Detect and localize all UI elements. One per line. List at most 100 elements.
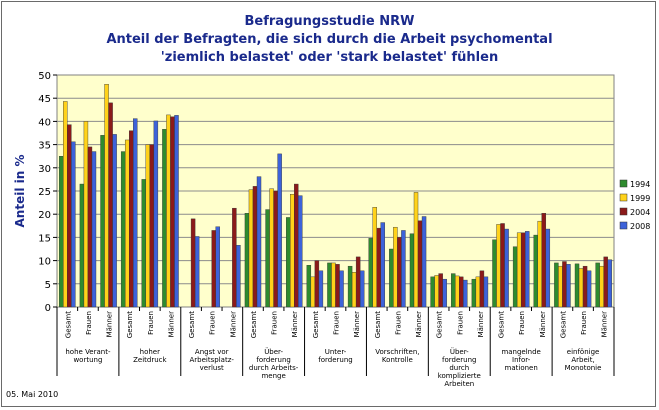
x-tick-label: Gesamt	[126, 311, 134, 338]
bar-2004	[190, 218, 196, 308]
group-label: Über-	[450, 347, 469, 356]
bar-1999	[413, 192, 419, 308]
bar-1999	[331, 262, 336, 308]
bar-2008	[236, 245, 241, 308]
y-tick-label: 20	[38, 210, 51, 221]
group-label: Angst vor	[195, 348, 229, 356]
bar-1999	[290, 194, 295, 308]
x-tick-label: Frauen	[580, 311, 588, 335]
bar-1999	[83, 121, 89, 308]
y-axis-label: Anteil in %	[13, 155, 27, 228]
group-label: forderung	[318, 356, 352, 364]
bar-2004	[67, 124, 72, 308]
bar-1994	[141, 179, 147, 308]
bar-1999	[393, 226, 398, 308]
bar-2008	[215, 226, 220, 308]
chart-title-line-3: 'ziemlich belastet' oder 'stark belastet…	[160, 50, 499, 65]
group-label: mangelnde	[501, 348, 540, 356]
bar-2004	[273, 190, 278, 308]
bar-1994	[100, 135, 105, 308]
x-tick-label: Männer	[291, 311, 299, 338]
bar-1994	[471, 278, 477, 308]
bar-2008	[174, 115, 179, 308]
bar-2004	[376, 227, 381, 308]
bar-1994	[430, 276, 435, 308]
bar-1994	[265, 209, 270, 308]
x-tick-label: Männer	[539, 311, 547, 338]
bar-2008	[442, 278, 447, 308]
group-label: verlust	[200, 364, 224, 372]
group-label: menge	[261, 372, 285, 380]
bar-1999	[63, 101, 68, 308]
bar-2004	[294, 183, 299, 308]
bar-2008	[256, 176, 262, 308]
group-label: mationen	[505, 364, 538, 372]
bar-1994	[389, 248, 394, 308]
group-label: hoher	[140, 348, 160, 356]
x-tick-label: Frauen	[333, 311, 341, 335]
group-label: Vorschriften,	[375, 348, 419, 356]
legend-label-1994: 1994	[630, 180, 650, 189]
bar-2008	[504, 228, 509, 308]
bar-2004	[314, 260, 320, 308]
legend-label-2008: 2008	[630, 222, 650, 231]
bar-2008	[71, 141, 76, 308]
bar-1994	[512, 246, 518, 308]
group-label: Arbeiten	[444, 380, 474, 388]
bar-2008	[112, 134, 117, 308]
group-label: durch Arbeits-	[249, 364, 299, 372]
bar-2004	[459, 276, 464, 308]
bar-2004	[87, 146, 93, 308]
bar-1994	[244, 213, 250, 308]
x-tick-label: Gesamt	[64, 311, 72, 338]
x-tick-label: Männer	[601, 311, 609, 338]
x-tick-label: Frauen	[394, 311, 402, 335]
x-tick-label: Frauen	[518, 311, 526, 335]
group-label: Zeitdruck	[133, 356, 167, 364]
bar-2004	[479, 270, 485, 308]
group-label: Monotonie	[565, 364, 602, 372]
bar-2004	[500, 223, 505, 308]
bar-2004	[417, 220, 423, 308]
x-tick-label: Gesamt	[559, 311, 567, 338]
bar-2008	[298, 195, 303, 308]
x-tick-label: Gesamt	[312, 311, 320, 338]
bar-1994	[554, 262, 559, 308]
bar-2004	[438, 273, 443, 308]
y-tick-label: 0	[45, 303, 51, 314]
group-label: komplizierte	[438, 372, 481, 380]
legend: 1994 1999 2004 2008	[619, 179, 650, 231]
group-label: hohe Verant-	[65, 348, 111, 356]
x-tick-label: Frauen	[147, 311, 155, 335]
group-label: einfönige	[567, 348, 600, 356]
y-tick-label: 45	[38, 94, 51, 105]
x-tick-label: Gesamt	[498, 311, 506, 338]
bar-2008	[545, 228, 551, 308]
bar-1999	[434, 275, 439, 308]
bar-1999	[166, 114, 171, 308]
bar-1994	[451, 273, 456, 308]
group-label: forderung	[442, 356, 476, 364]
bar-2008	[524, 231, 530, 308]
bar-2004	[582, 265, 588, 308]
y-tick-label: 10	[38, 257, 51, 268]
bar-2008	[607, 259, 612, 308]
bar-1994	[59, 155, 64, 308]
bar-1999	[578, 268, 584, 308]
y-tick-label: 40	[38, 117, 51, 128]
bar-2004	[335, 264, 340, 308]
bar-2008	[483, 276, 489, 308]
bar-2008	[91, 151, 97, 308]
bar-2004	[232, 207, 237, 308]
bar-2004	[541, 213, 547, 308]
bar-1994	[120, 151, 126, 308]
bar-2008	[318, 270, 324, 308]
bar-1999	[537, 220, 542, 308]
bar-2008	[401, 230, 406, 308]
legend-swatch-1999	[619, 193, 628, 202]
group-label: Arbeitsplatz-	[190, 356, 235, 364]
y-tick-label: 50	[38, 71, 51, 82]
x-tick-label: Männer	[353, 311, 361, 338]
bar-1994	[79, 183, 85, 308]
